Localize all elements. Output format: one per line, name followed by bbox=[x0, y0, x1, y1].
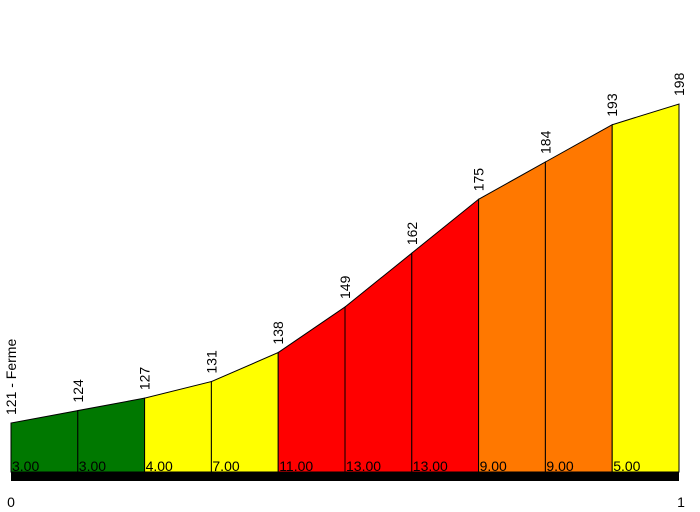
segment-gradient-label: 11.00 bbox=[279, 458, 313, 474]
segment-gradient-label: 3.00 bbox=[12, 458, 39, 474]
profile-labels: 3.00 121 - Ferme 3.00 124 4.00 127 7.00 131 11.0… bbox=[3, 72, 687, 474]
segment-gradient-label: 5.00 bbox=[613, 458, 640, 474]
segment-gradient-label: 7.00 bbox=[212, 458, 239, 474]
segment-gradient-label: 9.00 bbox=[546, 458, 573, 474]
profile-segment bbox=[478, 161, 546, 473]
elevation-label: 149 bbox=[337, 275, 353, 299]
profile-segment bbox=[544, 123, 613, 473]
elevation-label: 131 bbox=[203, 350, 219, 374]
segment-gradient-label: 13.00 bbox=[413, 458, 448, 474]
elevation-label: 198 bbox=[671, 72, 687, 96]
elevation-label: 127 bbox=[137, 367, 153, 391]
segment-gradient-label: 13.00 bbox=[346, 458, 381, 474]
distance-axis-bar bbox=[11, 472, 679, 481]
elevation-label: 138 bbox=[270, 321, 286, 345]
profile-segment bbox=[611, 103, 680, 473]
profile-segment bbox=[344, 252, 413, 473]
elevation-label: 175 bbox=[471, 168, 487, 192]
segment-gradient-label: 9.00 bbox=[480, 458, 507, 474]
segment-gradient-label: 3.00 bbox=[79, 458, 106, 474]
elevation-label: 193 bbox=[604, 93, 620, 117]
profile-segment bbox=[277, 306, 346, 473]
elevation-label: 162 bbox=[404, 222, 420, 246]
distance-start-label: 0 bbox=[7, 494, 15, 510]
profile-segment bbox=[411, 198, 480, 473]
profile-segments bbox=[10, 103, 680, 473]
profile-segment bbox=[210, 351, 279, 473]
segment-gradient-label: 4.00 bbox=[146, 458, 173, 474]
distance-end-label: 1 bbox=[677, 494, 685, 510]
elevation-label: 184 bbox=[537, 130, 553, 154]
elevation-label: 124 bbox=[70, 379, 86, 403]
elevation-label: 121 - Ferme bbox=[3, 339, 19, 415]
